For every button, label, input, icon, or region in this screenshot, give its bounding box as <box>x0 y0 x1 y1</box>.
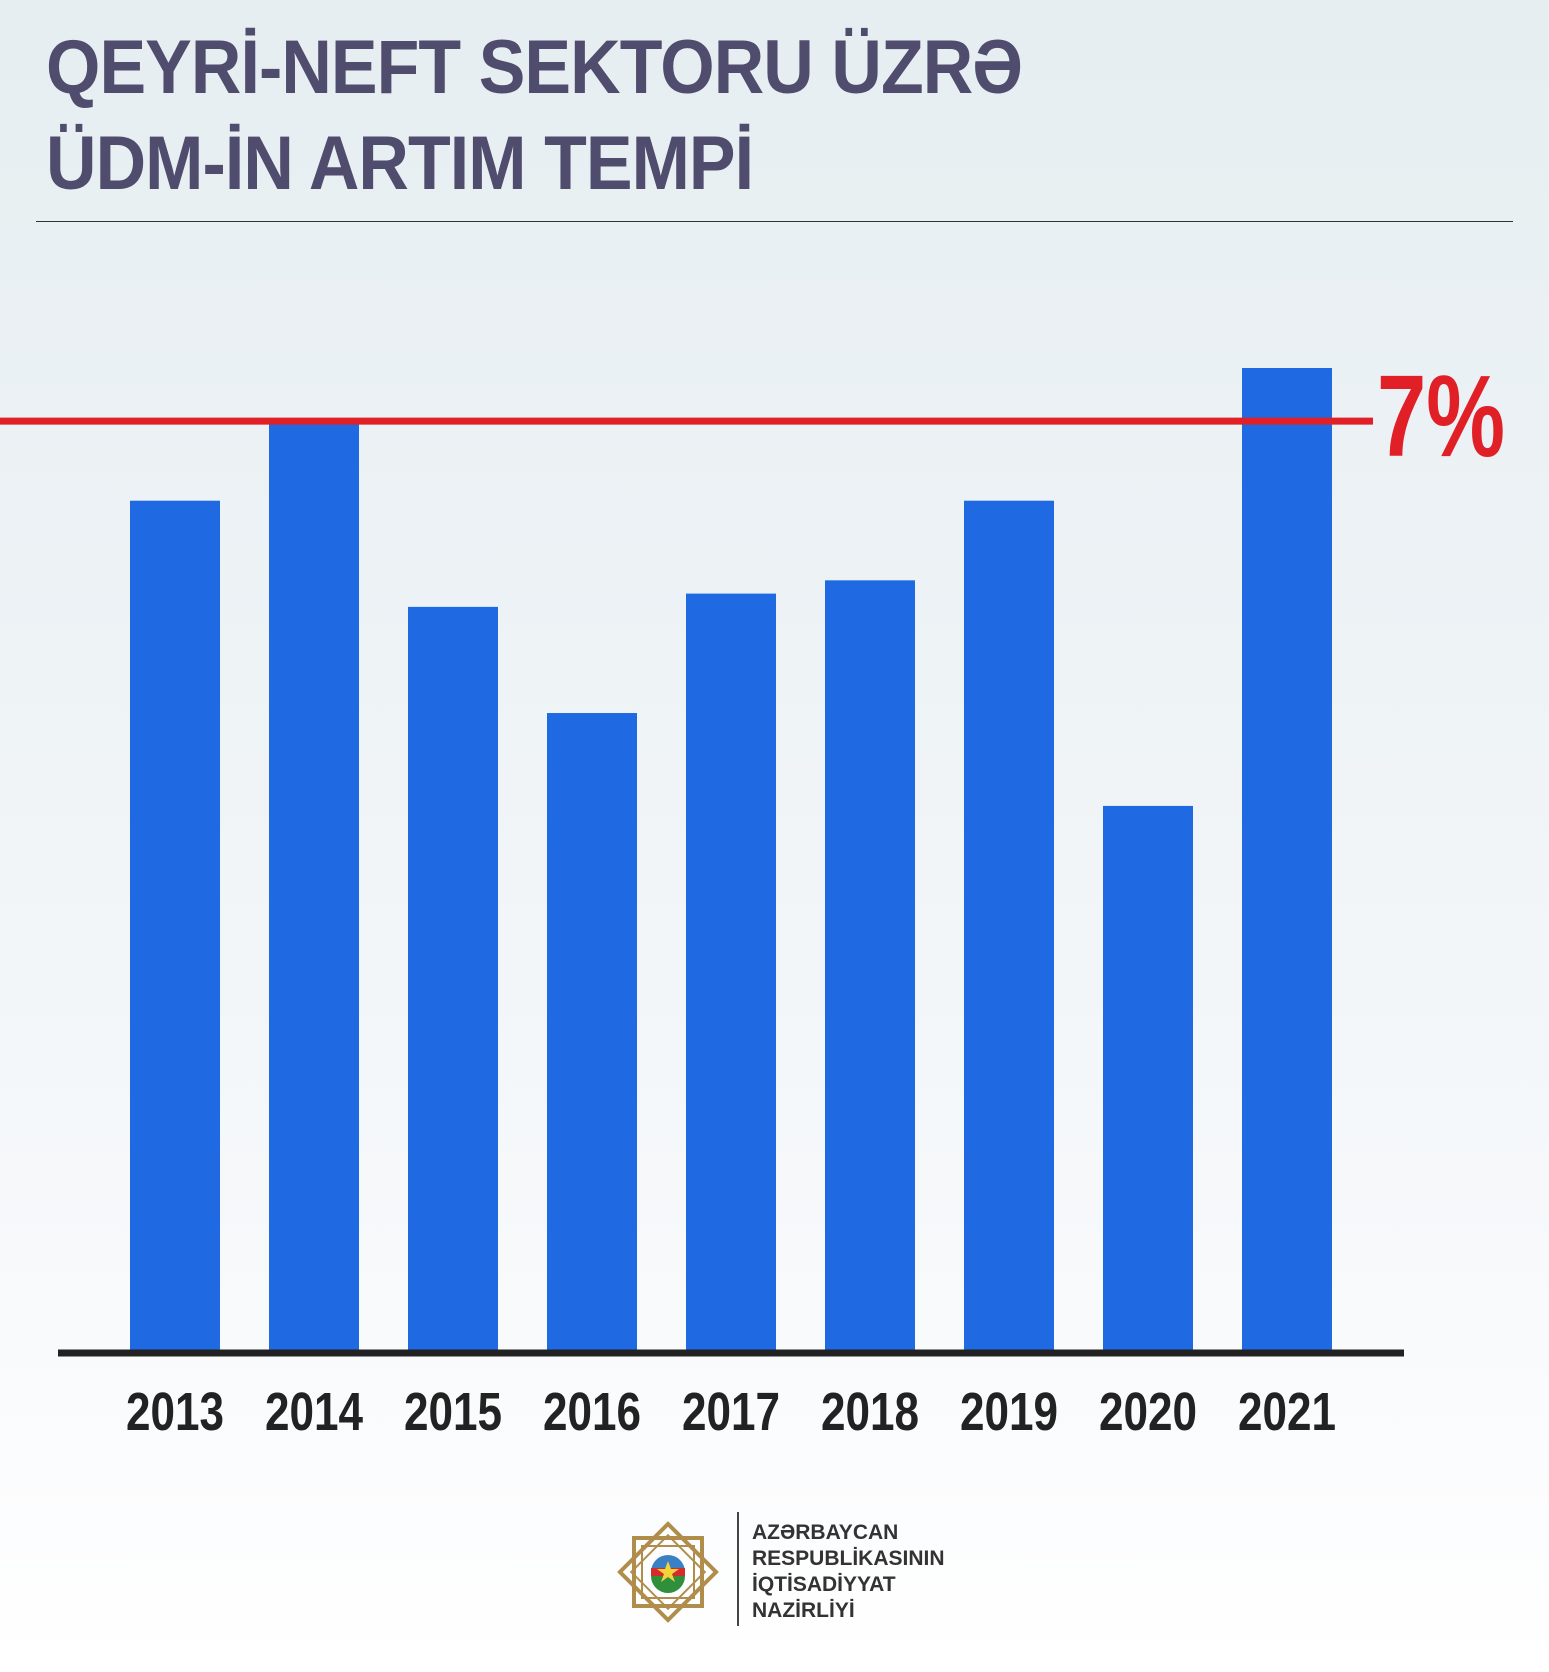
x-tick-labels: 2013 2014 2015 2016 2017 2018 2019 2020 2021 <box>126 1382 1336 1442</box>
x-tick-label-2017: 2017 <box>682 1382 780 1442</box>
x-tick-label-2021: 2021 <box>1238 1382 1336 1442</box>
bar-2017 <box>686 593 776 1350</box>
ministry-name-line: AZƏRBAYCAN <box>752 1521 899 1544</box>
bar-2018 <box>825 580 915 1350</box>
x-tick-label-2020: 2020 <box>1099 1382 1197 1442</box>
ministry-name: AZƏRBAYCAN RESPUBLİKASININ İQTİSADİYYAT … <box>752 1520 945 1624</box>
reference-line-label: 7% <box>1377 351 1505 481</box>
bars-layer <box>130 368 1332 1351</box>
x-tick-label-2013: 2013 <box>126 1382 224 1442</box>
bar-2016 <box>547 713 637 1350</box>
x-tick-label-2016: 2016 <box>543 1382 641 1442</box>
bar-2013 <box>130 500 220 1350</box>
ministry-name-line: NAZİRLİYİ <box>752 1599 855 1622</box>
x-tick-label-2014: 2014 <box>265 1382 363 1442</box>
bar-2014 <box>269 421 359 1351</box>
x-tick-label-2015: 2015 <box>404 1382 502 1442</box>
bar-2019 <box>964 500 1054 1350</box>
x-tick-label-2019: 2019 <box>960 1382 1058 1442</box>
coat-of-arms-emblem-icon <box>617 1521 719 1623</box>
ministry-footer: AZƏRBAYCAN RESPUBLİKASININ İQTİSADİYYAT … <box>612 1508 945 1628</box>
chart-title-line-1: QEYRİ-NEFT SEKTORU ÜZRƏ <box>46 25 1023 110</box>
ministry-name-line: RESPUBLİKASININ <box>752 1547 945 1570</box>
chart-title-line-2: ÜDM-İN ARTIM TEMPİ <box>46 121 754 206</box>
bar-2021 <box>1242 368 1332 1350</box>
bar-2015 <box>408 606 498 1350</box>
footer-divider <box>737 1512 739 1626</box>
x-tick-label-2018: 2018 <box>821 1382 919 1442</box>
ministry-name-line: İQTİSADİYYAT <box>752 1573 896 1596</box>
title-divider <box>36 221 1513 222</box>
bar-2020 <box>1103 805 1193 1350</box>
